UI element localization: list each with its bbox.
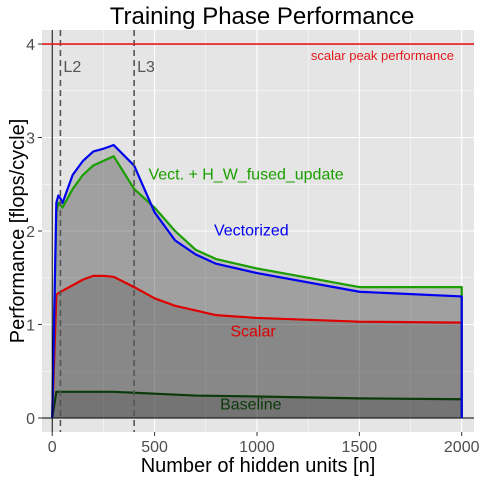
series-annotation: Baseline (220, 397, 281, 414)
y-tick-label: 3 (26, 131, 35, 148)
reference-lines: L2 L3 scalar peak performance (42, 30, 474, 432)
y-tick-label: 1 (26, 317, 35, 334)
cache-boundary-label: L3 (137, 59, 155, 76)
x-tick-label: 2000 (444, 439, 480, 456)
x-tick-label: 1000 (239, 439, 275, 456)
series-line (51, 143, 463, 418)
x-tick-label: 1500 (342, 439, 378, 456)
series-annotation: Vectorized (214, 223, 289, 240)
y-tick-label: 2 (26, 224, 35, 241)
x-tick-label: 500 (141, 439, 168, 456)
series-line (51, 274, 463, 419)
area-fill (52, 156, 462, 418)
annotations: Vect. + H_W_fused_update Vectorized Scalar… (148, 167, 343, 414)
chart-title: Training Phase Performance (110, 3, 415, 30)
peak-line-label: scalar peak performance (311, 48, 454, 63)
y-tick-label: 4 (26, 37, 35, 54)
series-line (51, 390, 463, 419)
area-fill (52, 275, 462, 418)
x-tick-label: 0 (48, 439, 57, 456)
series-annotation: Vect. + H_W_fused_update (148, 167, 343, 184)
axis-ticks: 0 500 1000 1500 2000 0 1 2 3 4 (26, 37, 480, 456)
cache-boundary-label: L2 (63, 59, 81, 76)
x-axis-title: Number of hidden units [n] (141, 455, 376, 477)
series-annotation: Scalar (230, 324, 276, 341)
y-tick-label: 0 (26, 411, 35, 428)
y-axis-title: Performance [flops/cycle] (7, 119, 29, 344)
